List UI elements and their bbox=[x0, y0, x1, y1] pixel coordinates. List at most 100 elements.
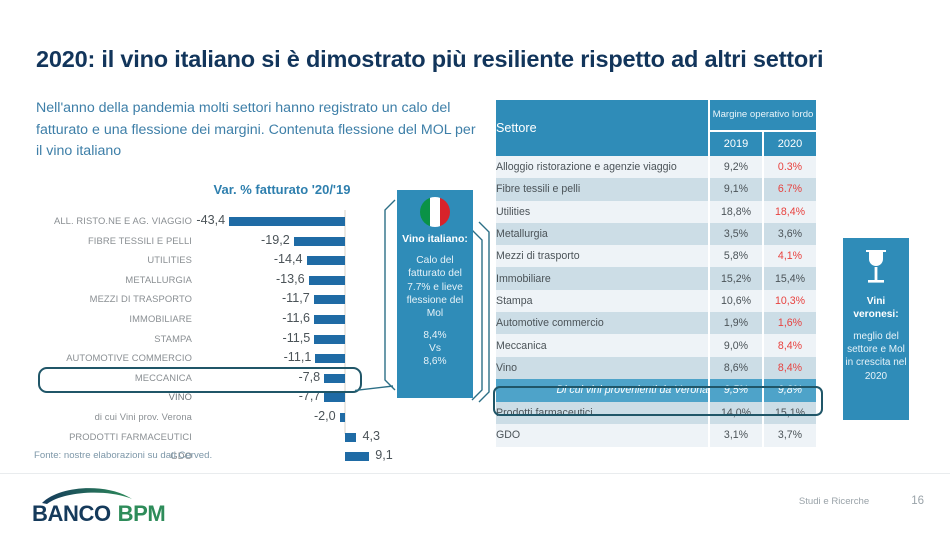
callout-connectors bbox=[355, 199, 490, 403]
chart-bar bbox=[315, 354, 345, 364]
chart-bar-row: di cui Vini prov. Verona -2,0 bbox=[32, 408, 372, 428]
chart-bar-row: FIBRE TESSILI E PELLI -19,2 bbox=[32, 232, 372, 252]
table-row: Immobiliare 15,2% 15,4% bbox=[496, 267, 816, 290]
chart-bar bbox=[308, 275, 345, 285]
center-callout-compare: 8,4% Vs 8,6% bbox=[423, 329, 446, 369]
table-cell-2019: 3,5% bbox=[709, 222, 764, 246]
logo-swoosh-icon bbox=[42, 488, 132, 504]
chart-bar-value: -11,7 bbox=[281, 291, 310, 306]
table-cell-2019: 14,0% bbox=[709, 401, 764, 425]
table-cell-2020: 10,3% bbox=[763, 289, 816, 313]
table-cell-sector: Alloggio ristorazione e agenzie viaggio bbox=[496, 156, 710, 179]
table-row: Vino 8,6% 8,4% bbox=[496, 356, 816, 379]
footer-divider bbox=[0, 473, 950, 474]
chart-bar-label: di cui Vini prov. Verona bbox=[94, 411, 192, 422]
table-cell-2019: 18,8% bbox=[709, 200, 764, 223]
subtitle-text: Nell'anno della pandemia molti settori h… bbox=[36, 100, 476, 160]
chart-bar-value: -2,0 bbox=[313, 409, 336, 423]
table-row: Automotive commercio 1,9% 1,6% bbox=[496, 312, 816, 335]
table-cell-2020: 18,4% bbox=[763, 200, 816, 223]
table-cell-2020: 9,8% bbox=[763, 378, 816, 402]
table-cell-2020: 3,6% bbox=[763, 222, 816, 246]
verona-connector bbox=[471, 229, 483, 401]
chart-bar-value: -11,5 bbox=[282, 330, 311, 345]
logo-text: BANCO BPM bbox=[32, 501, 166, 527]
chart-bar-value: -11,1 bbox=[283, 350, 312, 365]
table-header-sector: Settore bbox=[496, 100, 710, 156]
chart-bar-value: -7,7 bbox=[298, 389, 321, 404]
chart-bar-label: GDO bbox=[170, 450, 192, 462]
chart-bar bbox=[313, 295, 345, 305]
logo-text-bpm: BPM bbox=[117, 501, 166, 526]
table-header-row-1: Settore Margine operativo lordo bbox=[496, 100, 816, 156]
banco-bpm-logo: BANCO BPM bbox=[32, 487, 212, 529]
chart-bar bbox=[324, 373, 345, 383]
table-cell-2020: 1,6% bbox=[763, 312, 816, 335]
table-cell-2019: 9,2% bbox=[709, 156, 764, 179]
table-row: Stampa 10,6% 10,3% bbox=[496, 289, 816, 313]
chart-bar bbox=[229, 217, 345, 226]
right-callout-body: meglio del settore e Mol in crescita nel… bbox=[845, 330, 907, 382]
table-cell-2019: 10,6% bbox=[709, 289, 764, 313]
center-callout-body: Calo del fatturato del 7.7% e lieve fles… bbox=[406, 254, 464, 320]
center-callout-heading: Vino italiano: bbox=[402, 233, 468, 245]
table-header-group: Margine operativo lordo bbox=[709, 100, 816, 132]
footer-right: Studi e Ricerche 16 bbox=[799, 495, 924, 507]
table-cell-2019: 3,1% bbox=[709, 424, 764, 447]
table-cell-2020: 8,4% bbox=[763, 356, 816, 379]
table-row: Mezzi di trasporto 5,8% 4,1% bbox=[496, 245, 816, 268]
chart-bar bbox=[293, 236, 345, 246]
chart-bar-value: -11,6 bbox=[282, 311, 311, 325]
chart-bar-label: UTILITIES bbox=[147, 254, 192, 266]
table-body: Alloggio ristorazione e agenzie viaggio 9… bbox=[496, 156, 816, 447]
table-cell-sector: Metallurgia bbox=[496, 222, 710, 246]
chart-bar-value: -14,4 bbox=[273, 252, 303, 267]
table-cell-2019: 9,5% bbox=[709, 378, 764, 402]
chart-bar bbox=[314, 334, 345, 344]
table-row: Utilities 18,8% 18,4% bbox=[496, 200, 816, 223]
center-compare-old: 8,6% bbox=[423, 356, 447, 368]
chart-bar-label: AUTOMOTIVE COMMERCIO bbox=[66, 352, 192, 364]
chart-bar-label: VINO bbox=[168, 391, 192, 403]
chart-bar-row: METALLURGIA -13,6 bbox=[32, 271, 372, 291]
chart-bar-label: IMMOBILIARE bbox=[129, 313, 192, 324]
chart-bar-row: IMMOBILIARE -11,6 bbox=[32, 310, 372, 330]
table-cell-sector: Meccanica bbox=[496, 334, 710, 357]
chart-bar-value: -19,2 bbox=[261, 232, 290, 247]
table-header-row-2: 2019 2020 bbox=[496, 131, 816, 156]
mol-table: Settore Margine operativo lordo 2019 202… bbox=[496, 100, 816, 447]
center-compare-new: 8,4% bbox=[423, 329, 447, 341]
footer-label: Studi e Ricerche bbox=[798, 496, 870, 507]
footer-page-number: 16 bbox=[911, 495, 924, 507]
chart-bar bbox=[314, 315, 345, 324]
right-callout-heading: Vini veronesi: bbox=[853, 296, 899, 321]
chart-bar-row: AUTOMOTIVE COMMERCIO -11,1 bbox=[32, 349, 372, 369]
table-cell-2019: 1,9% bbox=[709, 312, 764, 335]
chart-bar bbox=[345, 432, 357, 442]
table-cell-sector: Prodotti farmaceutici bbox=[496, 401, 710, 425]
table-row: Fibre tessili e pelli 9,1% 6.7% bbox=[496, 178, 816, 201]
chart-bar-value: 9,1 bbox=[375, 448, 393, 463]
page-title: 2020: il vino italiano si è dimostrato p… bbox=[36, 46, 824, 72]
chart-bar-value: -43,4 bbox=[196, 213, 226, 227]
table-cell-sector: GDO bbox=[496, 424, 710, 447]
chart-bar-row: PRODOTTI FARMACEUTICI 4,3 bbox=[32, 428, 380, 448]
table-cell-2019: 5,8% bbox=[709, 245, 764, 268]
chart-bar-label: PRODOTTI FARMACEUTICI bbox=[69, 430, 192, 442]
table-row: Meccanica 9,0% 8,4% bbox=[496, 334, 816, 357]
chart-bar-row: ALL. RISTO.NE E AG. VIAGGIO -43,4 bbox=[32, 212, 372, 232]
table-row-verona: Di cui vini provenienti da Verona 9,5% 9,8… bbox=[496, 378, 816, 402]
chart-bar bbox=[339, 413, 345, 422]
chart-title: Var. % fatturato '20/'19 bbox=[213, 182, 351, 197]
table-cell-2019: 9,0% bbox=[709, 334, 764, 357]
table-row: GDO 3,1% 3,7% bbox=[496, 424, 816, 447]
italy-flag-icon bbox=[420, 197, 450, 227]
chart-bar bbox=[306, 256, 345, 266]
table-cell-sector: Fibre tessili e pelli bbox=[496, 178, 710, 201]
chart-bar-label: METALLURGIA bbox=[125, 273, 192, 285]
table-cell-sector: Automotive commercio bbox=[496, 312, 710, 335]
chart-bar-label: MEZZI DI TRASPORTO bbox=[89, 293, 192, 305]
chart-bar-label: STAMPA bbox=[154, 332, 192, 344]
table-cell-sector: Utilities bbox=[496, 200, 710, 223]
